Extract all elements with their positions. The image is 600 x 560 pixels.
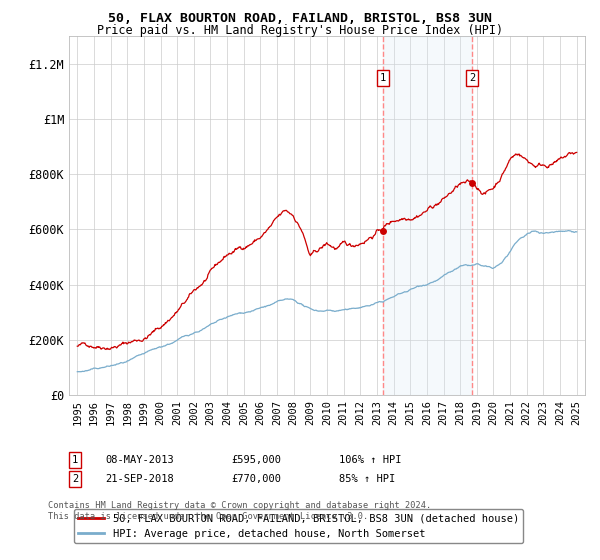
- Legend: 50, FLAX BOURTON ROAD, FAILAND, BRISTOL, BS8 3UN (detached house), HPI: Average : 50, FLAX BOURTON ROAD, FAILAND, BRISTOL,…: [74, 510, 523, 543]
- Text: 08-MAY-2013: 08-MAY-2013: [105, 455, 174, 465]
- Bar: [383, 36, 472, 395]
- Text: 2: 2: [72, 474, 78, 484]
- Text: 21-SEP-2018: 21-SEP-2018: [105, 474, 174, 484]
- Text: 85% ↑ HPI: 85% ↑ HPI: [339, 474, 395, 484]
- Text: £770,000: £770,000: [231, 474, 281, 484]
- Text: 2: 2: [469, 73, 475, 83]
- Text: 1: 1: [72, 455, 78, 465]
- Text: £595,000: £595,000: [231, 455, 281, 465]
- Text: 50, FLAX BOURTON ROAD, FAILAND, BRISTOL, BS8 3UN: 50, FLAX BOURTON ROAD, FAILAND, BRISTOL,…: [108, 12, 492, 25]
- Text: 1: 1: [380, 73, 386, 83]
- Text: Contains HM Land Registry data © Crown copyright and database right 2024.
This d: Contains HM Land Registry data © Crown c…: [48, 501, 431, 521]
- Text: 106% ↑ HPI: 106% ↑ HPI: [339, 455, 401, 465]
- Text: Price paid vs. HM Land Registry's House Price Index (HPI): Price paid vs. HM Land Registry's House …: [97, 24, 503, 37]
